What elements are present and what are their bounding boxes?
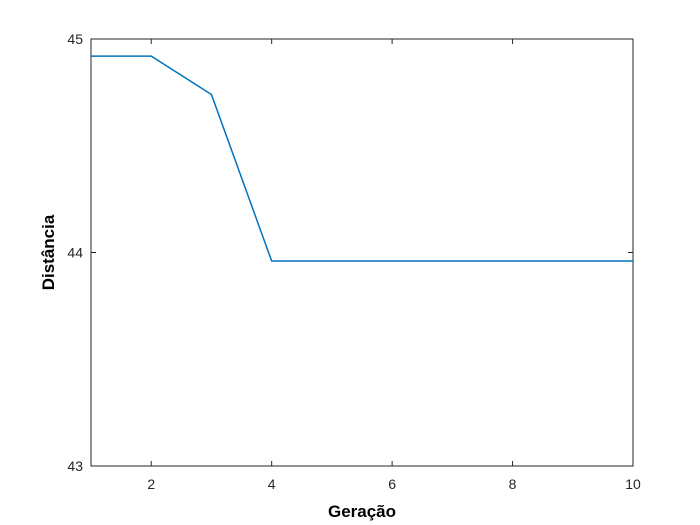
y-axis-label: Distância bbox=[39, 214, 58, 290]
x-tick-label: 6 bbox=[388, 476, 396, 492]
x-tick-label: 8 bbox=[509, 476, 517, 492]
series-layer bbox=[91, 55, 633, 262]
y-tick-label: 45 bbox=[67, 31, 83, 47]
y-tick-label: 44 bbox=[67, 245, 83, 261]
x-tick-label: 10 bbox=[625, 476, 641, 492]
plot-area bbox=[90, 38, 634, 467]
x-tick-label: 2 bbox=[147, 476, 155, 492]
series-line bbox=[91, 55, 633, 262]
x-axis-label: Geração bbox=[328, 502, 396, 521]
ticks-layer: 2 4 6 8 10 43 44 45 bbox=[67, 31, 641, 492]
y-tick-label: 43 bbox=[67, 458, 83, 474]
x-tick-label: 4 bbox=[268, 476, 276, 492]
